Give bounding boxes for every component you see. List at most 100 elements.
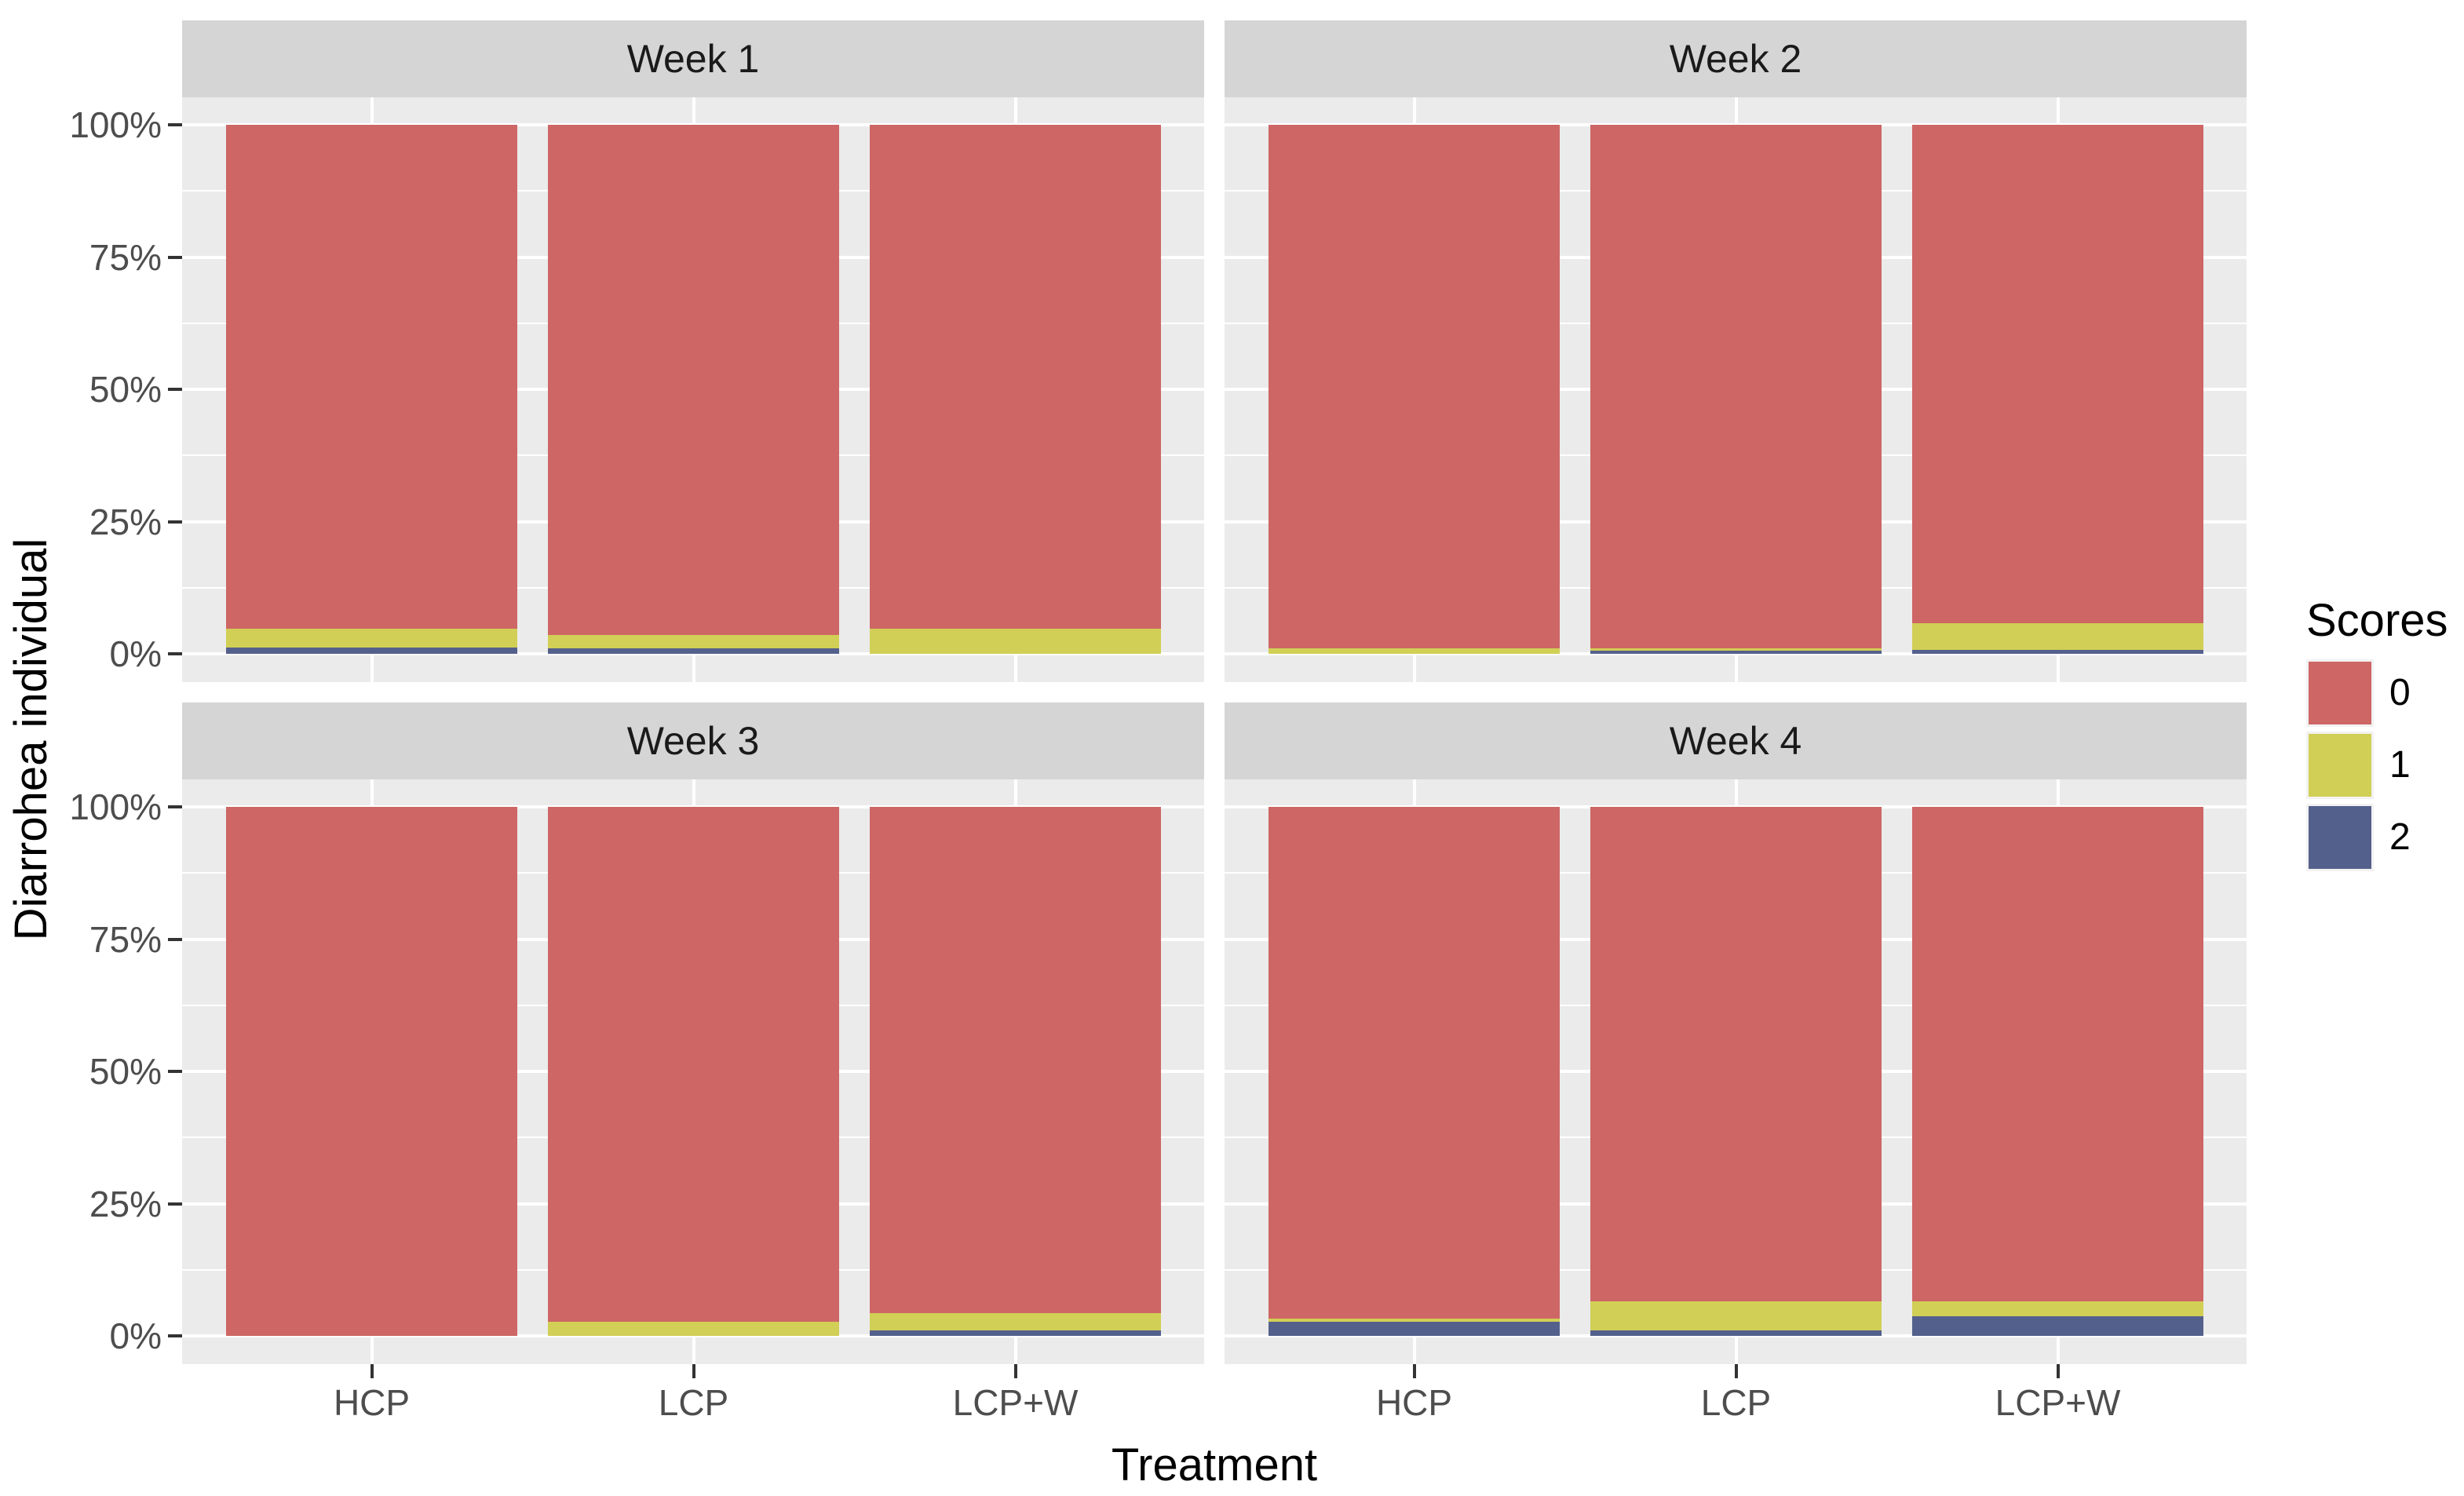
y-axis-tick (168, 388, 182, 391)
bar-segment-score-1 (548, 1322, 839, 1336)
bar-lcp (1590, 97, 1882, 682)
facet-strip-2: Week 2 (1225, 20, 2247, 97)
bar-segment-score-1 (1269, 1319, 1560, 1323)
x-axis-tick (1734, 1364, 1738, 1378)
y-axis-tick (168, 1070, 182, 1073)
bar-segment-score-2 (1912, 650, 2203, 654)
bar-segment-score-0 (226, 807, 517, 1336)
y-axis-title: Diarrohea individual (5, 538, 57, 941)
facet-strip-label: Week 3 (626, 719, 760, 763)
legend-swatch-0 (2309, 662, 2371, 724)
bar-segment-score-2 (1590, 1330, 1882, 1336)
bar-segment-score-1 (226, 629, 517, 648)
legend-key-0 (2306, 659, 2374, 727)
bar-hcp (1269, 779, 1560, 1364)
x-tick-label: HCP (1375, 1382, 1453, 1423)
legend-swatch-2 (2309, 806, 2371, 869)
y-tick-label: 50% (89, 369, 162, 410)
y-tick-label: 75% (89, 236, 162, 278)
y-axis-tick (168, 255, 182, 259)
facet-panel-1 (182, 97, 1204, 682)
x-axis-tick (2056, 1364, 2060, 1378)
y-axis-tick (168, 520, 182, 524)
bar-segment-score-0 (226, 125, 517, 629)
y-tick-label: 100% (69, 104, 162, 145)
facet-panel-2 (1225, 97, 2247, 682)
x-axis-tick (370, 1364, 374, 1378)
bar-segment-score-0 (548, 807, 839, 1323)
y-axis-tick (168, 652, 182, 655)
bar-segment-score-2 (1590, 650, 1882, 654)
bar-segment-score-2 (226, 647, 517, 654)
bar-segment-score-1 (1590, 648, 1882, 651)
bar-segment-score-2 (548, 648, 839, 654)
facet-strip-label: Week 4 (1669, 719, 1802, 763)
bar-segment-score-1 (548, 634, 839, 649)
legend-key-1 (2306, 732, 2374, 799)
bar-lcp-w (1912, 779, 2203, 1364)
bar-segment-score-0 (1269, 125, 1560, 649)
bar-segment-score-1 (870, 629, 1161, 654)
bar-segment-score-1 (1590, 1301, 1882, 1331)
facet-strip-1: Week 1 (182, 20, 1204, 97)
x-tick-label: LCP (1700, 1382, 1772, 1423)
facet-panel-3 (182, 779, 1204, 1364)
legend-label: 1 (2389, 744, 2411, 786)
bar-segment-score-1 (1912, 1301, 2203, 1317)
bar-segment-score-0 (1912, 125, 2203, 623)
bar-segment-score-1 (1912, 622, 2203, 651)
legend-label: 0 (2389, 672, 2411, 713)
bar-hcp (226, 779, 517, 1364)
legend-title: Scores (2306, 595, 2448, 646)
y-tick-label: 100% (69, 786, 162, 827)
bar-segment-score-2 (870, 1330, 1161, 1336)
bar-lcp (548, 779, 839, 1364)
y-axis-tick (168, 937, 182, 941)
bar-hcp (1269, 97, 1560, 682)
x-axis-tick (1412, 1364, 1416, 1378)
bar-segment-score-0 (1269, 807, 1560, 1319)
y-axis-tick (168, 1334, 182, 1337)
bar-segment-score-0 (870, 125, 1161, 629)
facet-strip-3: Week 3 (182, 702, 1204, 779)
x-tick-label: LCP+W (1995, 1382, 2121, 1423)
x-axis-title: Treatment (1111, 1439, 1318, 1491)
legend-label: 2 (2389, 816, 2411, 858)
y-axis-tick (168, 1202, 182, 1206)
bar-lcp-w (870, 97, 1161, 682)
bar-segment-score-0 (548, 125, 839, 635)
y-tick-label: 0% (109, 633, 162, 674)
x-tick-label: LCP+W (952, 1382, 1079, 1423)
bar-segment-score-2 (1912, 1316, 2203, 1336)
bar-segment-score-0 (870, 807, 1161, 1314)
y-axis-tick (168, 123, 182, 126)
bar-lcp (1590, 779, 1882, 1364)
x-axis-tick (1013, 1364, 1017, 1378)
facet-strip-4: Week 4 (1225, 702, 2247, 779)
legend-key-2 (2306, 804, 2374, 871)
y-tick-label: 25% (89, 501, 162, 542)
bar-lcp-w (870, 779, 1161, 1364)
bar-segment-score-0 (1912, 807, 2203, 1302)
bar-segment-score-0 (1590, 807, 1882, 1302)
bar-segment-score-1 (870, 1313, 1161, 1330)
bar-lcp (548, 97, 839, 682)
bar-hcp (226, 97, 517, 682)
y-tick-label: 75% (89, 918, 162, 960)
bar-segment-score-0 (1590, 125, 1882, 649)
facet-strip-label: Week 1 (626, 37, 760, 81)
x-tick-label: HCP (333, 1382, 411, 1423)
bar-segment-score-1 (1269, 648, 1560, 654)
facet-strip-label: Week 2 (1669, 37, 1802, 81)
legend: Scores 0 1 2 (2300, 597, 2464, 879)
bar-segment-score-2 (1269, 1322, 1560, 1336)
bar-lcp-w (1912, 97, 2203, 682)
y-axis-tick (168, 805, 182, 808)
y-tick-label: 50% (89, 1051, 162, 1092)
x-tick-label: LCP (658, 1382, 729, 1423)
facet-panel-4 (1225, 779, 2247, 1364)
y-tick-label: 0% (109, 1315, 162, 1356)
y-tick-label: 25% (89, 1183, 162, 1224)
x-axis-tick (692, 1364, 695, 1378)
